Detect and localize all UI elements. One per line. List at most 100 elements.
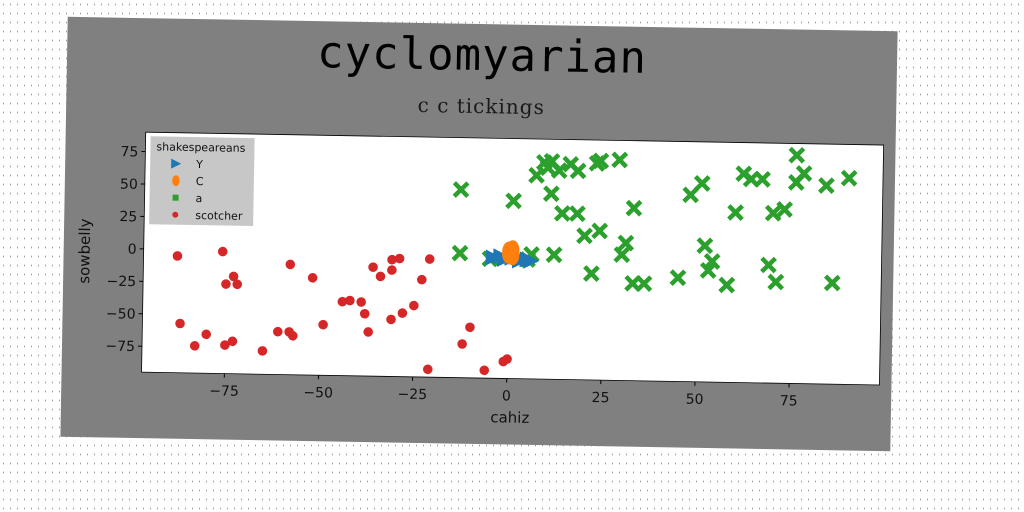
data-point: [387, 254, 397, 265]
data-point: [840, 169, 858, 187]
data-point: [201, 329, 212, 340]
legend: shakespeareans YCa scotcher: [149, 136, 255, 227]
y-tick-label: 0: [128, 242, 137, 258]
data-point: [635, 275, 653, 293]
legend-label: Y: [195, 158, 203, 171]
data-point: [318, 319, 328, 330]
data-point: [375, 271, 386, 282]
data-point: [669, 269, 687, 287]
data-point: [228, 271, 239, 282]
data-point: [696, 237, 714, 255]
data-point: [528, 166, 546, 184]
x-tick-label: 25: [591, 390, 609, 406]
x-tick-label: 0: [502, 388, 511, 404]
y-axis-label: sowbelly: [75, 218, 94, 284]
x-tick-label: −75: [209, 383, 239, 400]
data-point: [452, 181, 470, 199]
x-tick-label: 50: [686, 392, 704, 408]
y-tick-label: −50: [106, 306, 136, 323]
data-point: [451, 244, 469, 262]
data-point: [682, 186, 700, 204]
data-point: [545, 246, 563, 264]
data-point: [172, 251, 183, 261]
data-point: [613, 246, 631, 264]
y-tick-label: 25: [119, 209, 137, 225]
plot-frame: [141, 131, 885, 386]
data-point: [760, 256, 777, 274]
data-point: [505, 245, 520, 266]
data-point: [550, 162, 568, 179]
chart-figure: cyclomyarian c c tickings −75 −50 −25 0 25 50…: [60, 16, 898, 452]
data-point: [553, 204, 571, 222]
legend-items: YCa scotcher: [171, 158, 243, 223]
data-point: [479, 365, 490, 376]
data-point: [457, 339, 467, 349]
chart-plot: −75 −50 −25 0 25 50 75 −75 −50 −25 0 25 50 75 cahiz s…: [75, 131, 885, 427]
legend-box: [149, 136, 255, 227]
data-point: [386, 314, 396, 325]
data-point: [220, 340, 230, 350]
series-c: [502, 240, 520, 266]
data-point: [273, 326, 283, 337]
data-point: [257, 346, 268, 356]
data-point: [817, 177, 835, 194]
axes: −75 −50 −25 0 25 50 75 −75 −50 −25 0 25 50 75: [105, 131, 885, 410]
data-point: [764, 204, 782, 222]
data-point: [217, 246, 228, 257]
data-point: [285, 259, 296, 270]
x-tick-label: 75: [780, 393, 798, 409]
legend-marker: [172, 194, 179, 201]
data-point: [625, 199, 643, 217]
data-point: [363, 327, 373, 337]
data-point: [359, 308, 370, 319]
x-axis-label: cahiz: [490, 408, 529, 427]
data-point: [788, 146, 806, 164]
legend-marker: [171, 158, 182, 169]
data-point: [776, 201, 794, 218]
data-point: [754, 170, 771, 188]
data-point: [424, 254, 435, 264]
data-point: [417, 274, 427, 285]
data-point: [617, 234, 635, 252]
data-point: [582, 265, 600, 283]
x-tick-label: −50: [303, 385, 333, 402]
y-tick-label: 75: [120, 144, 138, 160]
data-point: [693, 174, 711, 192]
data-point: [592, 152, 610, 170]
data-point: [288, 331, 298, 341]
data-point: [409, 300, 419, 311]
data-point: [307, 273, 318, 283]
data-point: [221, 279, 231, 289]
data-point: [387, 265, 397, 275]
data-point: [502, 354, 512, 364]
data-point: [611, 151, 629, 169]
x-tick-label: −25: [397, 387, 427, 404]
data-marks: [172, 146, 858, 376]
data-point: [727, 204, 744, 221]
data-point: [505, 192, 523, 210]
data-point: [356, 297, 366, 307]
series-a: [451, 146, 858, 294]
data-point: [569, 162, 587, 180]
data-point: [703, 252, 721, 270]
legend-marker: [172, 175, 180, 187]
series-scotcher: [172, 246, 512, 376]
data-point: [189, 341, 200, 351]
data-point: [568, 205, 586, 223]
data-point: [523, 252, 540, 269]
data-point: [345, 295, 355, 306]
data-point: [337, 296, 348, 307]
data-point: [493, 248, 510, 265]
legend-title: shakespeareans: [156, 140, 245, 155]
data-point: [232, 279, 243, 290]
y-tick-label: 50: [120, 177, 138, 193]
legend-label: C: [196, 175, 204, 188]
data-point: [397, 308, 408, 318]
legend-label: a: [195, 192, 202, 205]
data-point: [699, 262, 717, 279]
data-point: [767, 273, 785, 291]
data-point: [795, 165, 813, 182]
data-point: [576, 227, 593, 245]
legend-marker: [172, 211, 179, 218]
data-point: [465, 322, 475, 333]
